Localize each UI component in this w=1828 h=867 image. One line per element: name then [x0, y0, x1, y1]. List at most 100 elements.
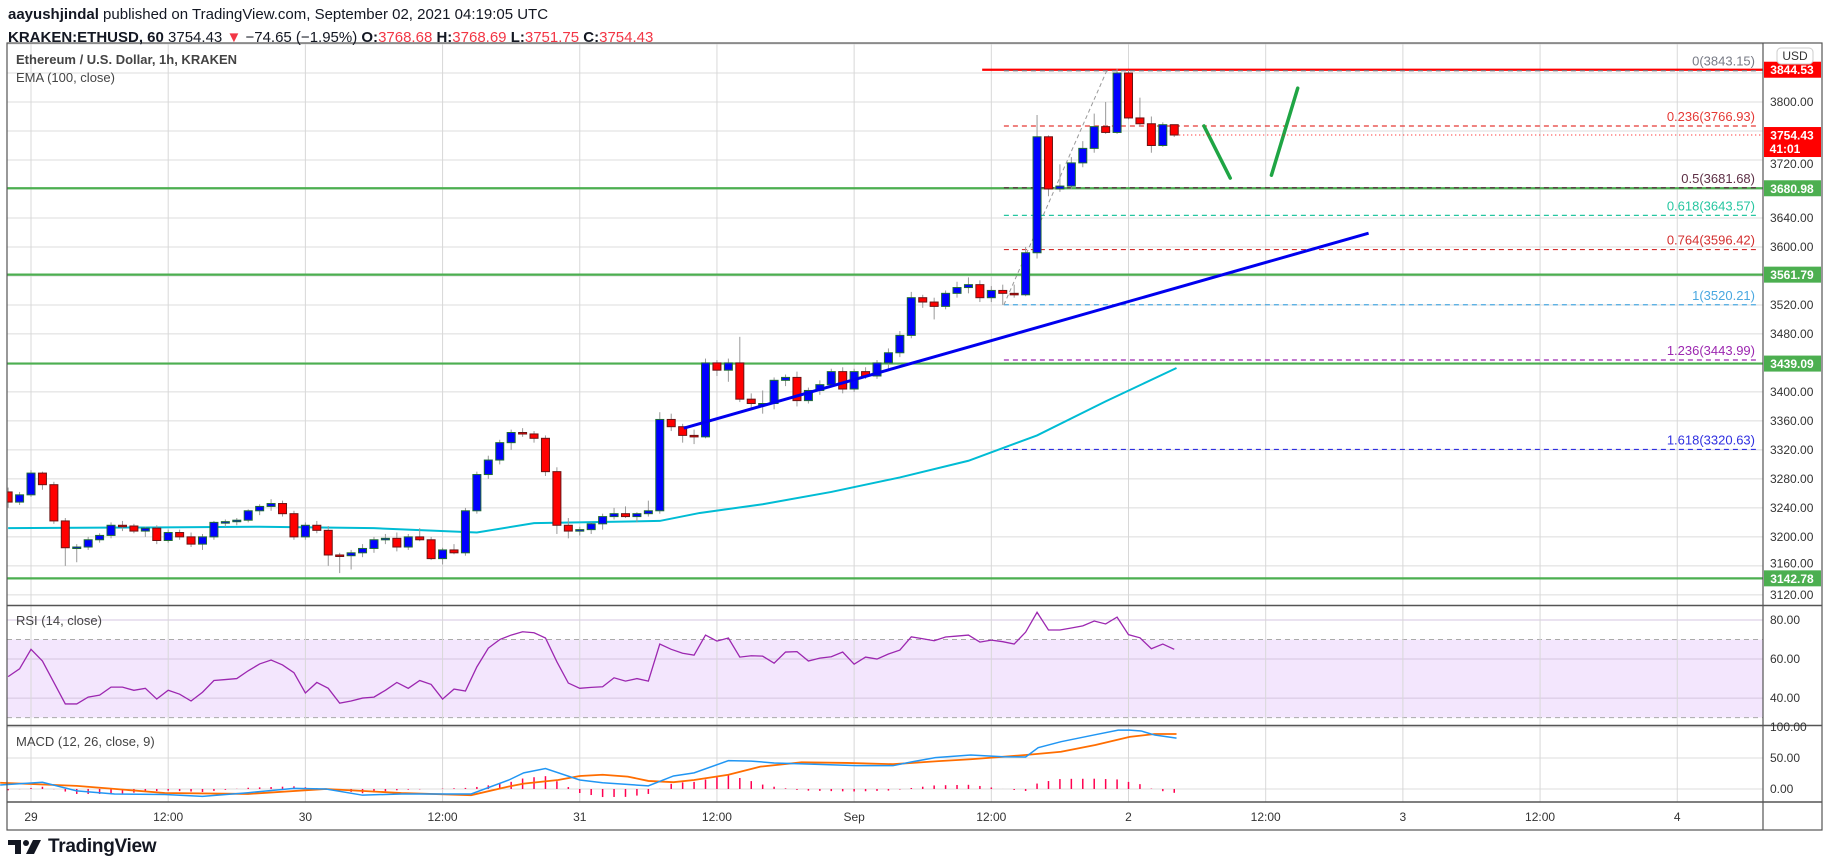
macd-tick-label: 100.00	[1770, 720, 1807, 734]
ema-legend[interactable]: EMA (100, close)	[16, 70, 115, 85]
candle-up	[1055, 185, 1065, 190]
candle-down	[689, 434, 699, 438]
high-label: H:	[436, 29, 453, 46]
candle-down	[1043, 136, 1053, 190]
time-tick-label: 2	[1125, 810, 1132, 824]
price-badge-label: 3844.53	[1770, 63, 1814, 77]
candle-down	[666, 418, 676, 428]
time-tick-label: 12:00	[1525, 810, 1555, 824]
tradingview-logo[interactable]: TradingView	[8, 836, 157, 858]
fib-level-label: 0.764(3596.42)	[1667, 233, 1755, 248]
bar-countdown-label: 41:01	[1770, 142, 1801, 156]
candle-up	[906, 297, 916, 336]
rsi-band	[7, 639, 1763, 718]
candle-down	[49, 484, 59, 522]
candle-up	[266, 503, 276, 507]
candle-down	[37, 472, 47, 486]
price-tick-label: 3480.00	[1770, 327, 1814, 341]
candle-up	[209, 521, 219, 538]
rsi-tick-label: 80.00	[1770, 613, 1800, 627]
candle-up	[106, 524, 116, 536]
candle-up	[140, 527, 150, 532]
candle-down	[929, 301, 939, 307]
price-tick-label: 3800.00	[1770, 95, 1814, 109]
candle-up	[1112, 72, 1122, 133]
candle-down	[1169, 124, 1179, 136]
candle-up	[986, 289, 996, 299]
logo-text: TradingView	[48, 836, 157, 857]
candle-up	[941, 292, 951, 307]
candle-down	[918, 297, 928, 303]
last-price: 3754.43	[168, 29, 223, 46]
time-tick-label: 12:00	[702, 810, 732, 824]
candle-up	[872, 362, 882, 377]
down-arrow-icon: ▼	[226, 29, 242, 46]
macd-tick-label: 0.00	[1770, 782, 1794, 796]
candle-up	[15, 494, 25, 503]
candle-down	[289, 513, 299, 538]
candle-up	[723, 362, 733, 371]
currency-badge[interactable]	[1776, 47, 1814, 65]
candle-down	[60, 520, 70, 549]
low-label: L:	[510, 29, 525, 46]
price-tick-label: 3400.00	[1770, 385, 1814, 399]
chart-frame	[6, 42, 1823, 831]
candle-up	[243, 510, 253, 521]
fib-level-label: 1.236(3443.99)	[1667, 343, 1755, 358]
price-series	[7, 68, 1179, 574]
candle-up	[769, 379, 779, 405]
open-label: O:	[361, 29, 379, 46]
price-tick-label: 3200.00	[1770, 530, 1814, 544]
candle-up	[655, 418, 665, 512]
candle-up	[643, 510, 653, 515]
macd-legend[interactable]: MACD (12, 26, close, 9)	[16, 734, 155, 749]
candle-up	[163, 532, 173, 541]
candle-down	[449, 549, 459, 554]
candle-up	[197, 536, 207, 545]
forecast-arrow[interactable]	[1269, 86, 1300, 177]
fib-level-label: 1(3520.21)	[1692, 288, 1755, 303]
time-tick-label: Sep	[843, 810, 865, 824]
candle-up	[472, 474, 482, 512]
candle-up	[1066, 162, 1076, 187]
candle-down	[678, 426, 688, 436]
trend-line[interactable]	[683, 231, 1369, 430]
price-badge	[1764, 61, 1821, 78]
candle-up	[803, 389, 813, 402]
candle-down	[552, 471, 562, 526]
signal-line	[0, 733, 1177, 797]
rsi-legend[interactable]: RSI (14, close)	[16, 613, 102, 628]
last-price-badge-label: 3754.43	[1770, 129, 1814, 143]
author-name[interactable]: aayushjindal	[8, 6, 99, 23]
price-badge	[1764, 266, 1821, 283]
forecast-arrow[interactable]	[1202, 124, 1233, 180]
candle-down	[426, 539, 436, 560]
symbol-label: KRAKEN:ETHUSD, 60	[8, 29, 164, 46]
candle-down	[117, 524, 127, 528]
candle-down	[129, 525, 139, 532]
close-value: 3754.43	[599, 29, 654, 46]
price-change: −74.65 (−1.95%)	[245, 29, 358, 46]
candle-up	[460, 510, 470, 554]
price-tick-label: 3120.00	[1770, 588, 1814, 602]
candle-down	[540, 437, 550, 473]
candle-down	[323, 529, 333, 556]
candle-down	[518, 432, 528, 435]
candle-down	[838, 371, 848, 390]
time-tick-label: 3	[1400, 810, 1407, 824]
candle-up	[781, 376, 791, 381]
price-tick-label: 3720.00	[1770, 157, 1814, 171]
candle-up	[952, 287, 962, 294]
candle-up	[26, 472, 36, 496]
price-tick-label: 3520.00	[1770, 298, 1814, 312]
candle-down	[415, 536, 425, 541]
candle-down	[712, 362, 722, 371]
symbol-line: KRAKEN:ETHUSD, 60 3754.43 ▼ −74.65 (−1.9…	[8, 29, 653, 46]
candle-up	[1078, 147, 1088, 164]
candle-down	[735, 362, 745, 400]
price-tick-label: 3160.00	[1770, 556, 1814, 570]
candle-up	[358, 547, 368, 554]
candle-down	[278, 503, 288, 515]
candle-up	[495, 442, 505, 461]
